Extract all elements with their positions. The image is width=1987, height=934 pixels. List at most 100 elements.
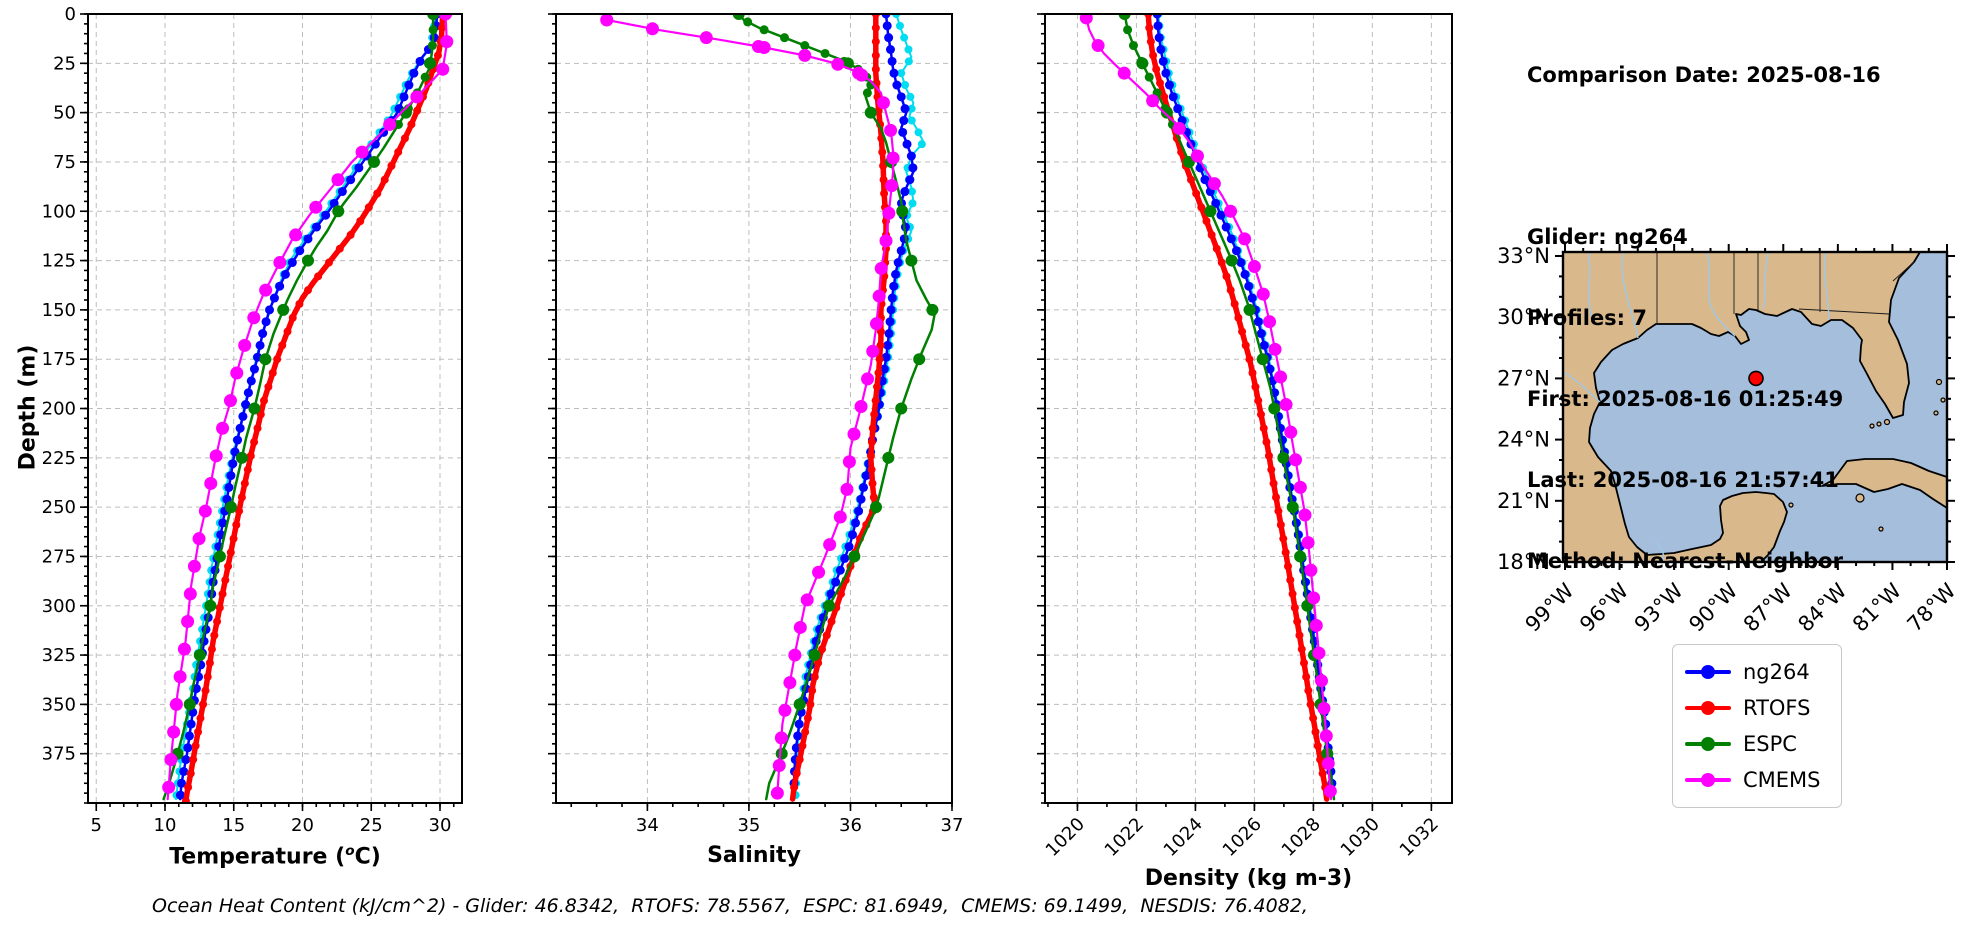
legend-item-rtofs: RTOFS — [1685, 690, 1829, 726]
legend-item-espc: ESPC — [1685, 726, 1829, 762]
svg-text:15: 15 — [222, 815, 245, 836]
svg-text:325: 325 — [42, 645, 76, 666]
svg-text:30°N: 30°N — [1497, 305, 1550, 329]
map-island — [1876, 421, 1882, 427]
map-island — [1788, 502, 1794, 508]
map-island — [1935, 378, 1943, 386]
temperature-axis-label-text: Temperature ( — [169, 844, 346, 870]
legend-label: CMEMS — [1743, 768, 1821, 792]
glider-name: Glider: ng264 — [1527, 225, 1688, 249]
map-cuba — [1821, 458, 1947, 509]
density-frame — [1044, 13, 1453, 804]
series-rtofs-salinity — [789, 14, 890, 802]
svg-text:24°N: 24°N — [1497, 428, 1550, 452]
glider-position-marker — [1748, 370, 1764, 387]
temperature-grid — [88, 13, 462, 803]
svg-text:125: 125 — [42, 251, 76, 272]
depth-axis-label: Depth (m) — [15, 344, 41, 471]
gulf-of-mexico-map: 33°N30°N27°N24°N21°N18°N99°W96°W93°W90°W… — [1497, 244, 1961, 637]
depth-tick-labels: 0 25 50 75 100 125 150 175 200 225 250 275 300 325 350… — [42, 4, 76, 765]
svg-text:1020: 1020 — [1042, 814, 1089, 861]
map-island — [1878, 526, 1884, 532]
svg-text:78°W: 78°W — [1903, 578, 1961, 636]
legend-label: RTOFS — [1743, 696, 1811, 720]
legend-item-ng264: ng264 — [1685, 654, 1829, 690]
salinity-axis-label-text: Salinity — [707, 843, 801, 868]
svg-text:225: 225 — [42, 448, 76, 469]
svg-text:36: 36 — [839, 815, 862, 836]
info-block: Comparison Date: 2025-08-16 Glider: ng26… — [1527, 8, 1881, 629]
first-profile-time: First: 2025-08-16 01:25:49 — [1527, 387, 1844, 411]
svg-text:350: 350 — [42, 694, 76, 715]
svg-text:275: 275 — [42, 546, 76, 567]
series-rtofs-temperature — [181, 14, 447, 803]
legend-swatch-rtofs — [1685, 701, 1731, 715]
svg-text:200: 200 — [42, 399, 76, 420]
ocean-heat-content-note: Ocean Heat Content (kJ/cm^2) - Glider: 4… — [152, 895, 1308, 917]
svg-text:0: 0 — [65, 4, 76, 25]
legend-swatch-ng264 — [1685, 665, 1731, 679]
profiles-count: Profiles: 7 — [1527, 306, 1648, 330]
svg-text:34: 34 — [636, 815, 659, 836]
svg-text:33°N: 33°N — [1497, 244, 1550, 268]
series-cmems-density — [1079, 14, 1337, 801]
svg-text:27°N: 27°N — [1497, 366, 1550, 390]
salinity-panel: 34 35 36 37 — [548, 13, 964, 836]
series-cmems-salinity — [600, 14, 900, 800]
legend: ng264 RTOFS ESPC CMEMS — [1672, 644, 1842, 808]
svg-text:1022: 1022 — [1101, 814, 1148, 861]
series-espc-salinity — [732, 14, 939, 801]
svg-text:21°N: 21°N — [1497, 489, 1550, 513]
svg-text:75: 75 — [53, 152, 76, 173]
temperature-frame — [87, 13, 463, 804]
map-frame — [1561, 250, 1949, 564]
map-lat-labels: 33°N 30°N 27°N 24°N 21°N 18°N — [1497, 244, 1550, 574]
legend-swatch-cmems — [1685, 773, 1731, 787]
map-island — [1869, 423, 1875, 429]
density-axis-label-text: Density (kg m-3) — [1144, 866, 1353, 891]
density-axis-label: Density (kg m-3) — [1045, 866, 1452, 891]
salinity-x-tick-labels: 34 35 36 37 — [636, 815, 964, 836]
svg-text:5: 5 — [91, 815, 102, 836]
interp-method: Method: Nearest-Neighbor — [1527, 549, 1843, 573]
legend-swatch-espc — [1685, 737, 1731, 751]
temperature-ticks — [80, 13, 455, 811]
temperature-axis-label-suffix: C) — [354, 844, 381, 870]
salinity-axis-label: Salinity — [556, 843, 952, 868]
comparison-date: Comparison Date: 2025-08-16 — [1527, 63, 1881, 87]
temperature-x-tick-labels: 5 10 15 20 25 30 — [91, 815, 452, 836]
svg-text:25: 25 — [53, 53, 76, 74]
density-grid — [1045, 13, 1452, 803]
svg-text:10: 10 — [154, 815, 177, 836]
svg-text:100: 100 — [42, 201, 76, 222]
series-espc-temperature — [162, 14, 440, 801]
map-island — [1940, 397, 1946, 403]
svg-text:250: 250 — [42, 497, 76, 518]
svg-text:50: 50 — [53, 103, 76, 124]
series-ng264-temperature — [175, 14, 442, 801]
last-profile-time: Last: 2025-08-16 21:57:41 — [1527, 468, 1839, 492]
svg-text:37: 37 — [941, 815, 964, 836]
temperature-panel: 5 10 15 20 25 3002550751001251501752002252502… — [42, 4, 463, 836]
legend-label: ng264 — [1743, 660, 1810, 684]
legend-label: ESPC — [1743, 732, 1797, 756]
salinity-frame — [555, 13, 953, 804]
svg-text:1026: 1026 — [1219, 814, 1266, 861]
series-cmems-temperature — [162, 14, 454, 801]
temperature-axis-label: Temperature (oC) — [88, 843, 462, 869]
series-espc-density — [1118, 14, 1336, 801]
svg-text:1032: 1032 — [1396, 814, 1443, 861]
svg-text:25: 25 — [360, 815, 383, 836]
map-island — [1883, 418, 1891, 426]
svg-text:1030: 1030 — [1337, 814, 1384, 861]
svg-text:300: 300 — [42, 596, 76, 617]
map-mainland — [1563, 252, 1921, 562]
info-block-gap — [1527, 143, 1881, 170]
svg-text:175: 175 — [42, 349, 76, 370]
legend-item-cmems: CMEMS — [1685, 762, 1829, 798]
svg-text:18°N: 18°N — [1497, 550, 1550, 574]
svg-text:375: 375 — [42, 744, 76, 765]
svg-text:35: 35 — [737, 815, 760, 836]
